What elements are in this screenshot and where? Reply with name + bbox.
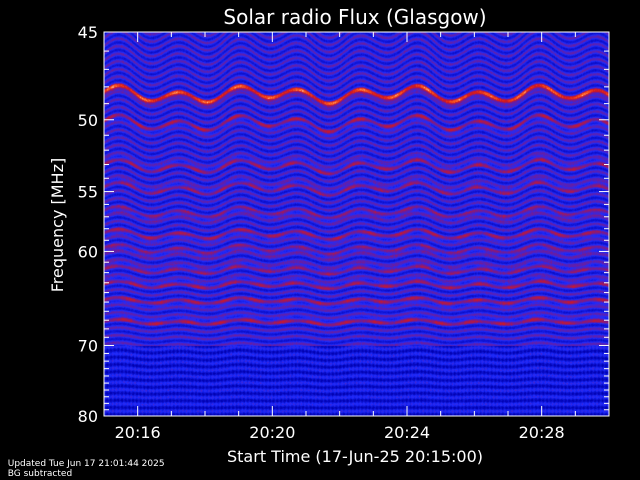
spectrogram-plot [103,31,610,417]
x-tick-label: 20:28 [519,423,565,442]
y-tick-label: 70 [78,336,98,355]
status-footer: Updated Tue Jun 17 21:01:44 2025 BG subt… [2,449,175,479]
plot-frame [103,31,610,417]
x-axis: 20:16 20:20 20:24 20:28 [115,32,576,442]
x-axis-label: Start Time (17-Jun-25 20:15:00) [227,447,483,466]
updated-timestamp: Updated Tue Jun 17 21:01:44 2025 [7,459,165,469]
y-tick-label: 45 [78,23,98,42]
y-tick-label: 80 [78,407,98,426]
x-tick-label: 20:20 [249,423,295,442]
y-axis: 45 50 55 60 70 80 [78,23,609,426]
x-tick-label: 20:16 [115,423,161,442]
y-tick-label: 60 [78,242,98,261]
chart-title: Solar radio Flux (Glasgow) [223,5,486,29]
y-axis-label: Frequency [MHz] [48,158,67,292]
y-tick-label: 55 [78,183,98,202]
background-note: BG subtracted [7,469,73,479]
y-tick-label: 50 [78,111,98,130]
x-tick-label: 20:24 [384,423,430,442]
spectrogram-image [104,32,609,416]
